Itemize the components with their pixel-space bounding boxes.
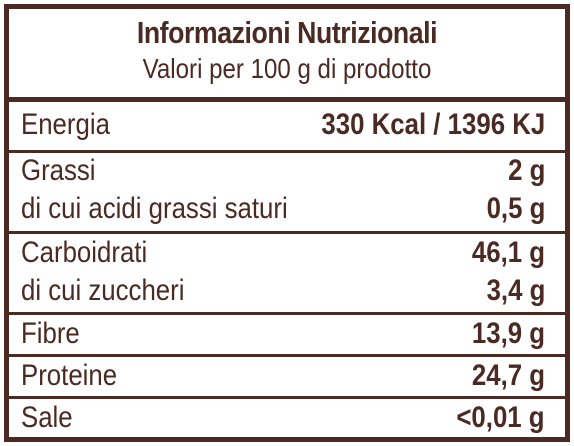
row-value: 46,1 g [471, 236, 545, 269]
row-proteine: Proteine 24,7 g [21, 357, 545, 395]
row-label: Fibre [21, 317, 80, 350]
row-value: 13,9 g [471, 317, 545, 350]
row-label: Proteine [21, 359, 118, 392]
label-title: Informazioni Nutrizionali [136, 15, 438, 50]
row-label: Energia [21, 108, 110, 141]
row-divider [9, 312, 565, 315]
row-grassi: Grassi 2 g [21, 152, 545, 190]
row-saturi: di cui acidi grassi saturi 0,5 g [21, 190, 545, 228]
row-label: Carboidrati [21, 236, 148, 269]
row-label: di cui zuccheri [21, 274, 185, 307]
nutrition-facts-label: Informazioni Nutrizionali Valori per 100… [4, 4, 570, 442]
row-label: Grassi [21, 154, 96, 187]
row-energia: Energia 330 Kcal / 1396 KJ [21, 106, 545, 144]
row-value: 2 g [507, 154, 545, 187]
row-zuccheri: di cui zuccheri 3,4 g [21, 272, 545, 310]
row-divider [9, 396, 565, 399]
row-value: <0,01 g [456, 401, 545, 434]
row-value: 24,7 g [471, 359, 545, 392]
row-divider [9, 150, 565, 153]
row-fibre: Fibre 13,9 g [21, 315, 545, 353]
row-carboidrati: Carboidrati 46,1 g [21, 234, 545, 272]
label-header: Informazioni Nutrizionali Valori per 100… [9, 9, 565, 95]
row-value: 330 Kcal / 1396 KJ [321, 108, 545, 141]
header-divider [9, 97, 565, 102]
row-label: di cui acidi grassi saturi [21, 192, 288, 225]
row-label: Sale [21, 401, 73, 434]
row-value: 3,4 g [486, 274, 545, 307]
label-subtitle: Valori per 100 g di prodotto [142, 53, 432, 84]
row-sale: Sale <0,01 g [21, 399, 545, 437]
row-divider [9, 231, 565, 234]
row-divider [9, 354, 565, 357]
row-value: 0,5 g [486, 192, 545, 225]
